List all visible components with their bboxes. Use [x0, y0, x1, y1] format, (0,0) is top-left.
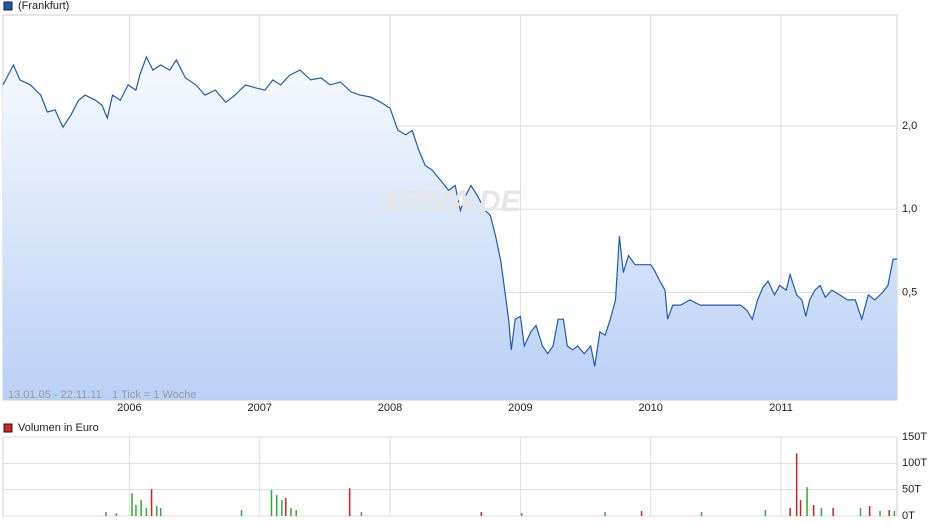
volume-bar — [131, 493, 133, 516]
volume-bar — [115, 512, 118, 516]
volume-bar — [270, 490, 273, 516]
volume-bar — [806, 487, 808, 516]
legend-label: (Frankfurt) — [18, 0, 69, 12]
volume-bar — [285, 498, 287, 516]
volume-bar — [879, 511, 881, 516]
volume-bar — [159, 508, 162, 516]
volume-bar — [700, 512, 703, 516]
legend-swatch — [3, 423, 13, 433]
volume-bar — [820, 508, 823, 516]
y-tick-label: 100T — [902, 457, 927, 469]
x-tick-label: 2009 — [508, 402, 532, 414]
volume-bar — [150, 489, 153, 516]
volume-bar — [520, 512, 523, 516]
volume-bar — [145, 508, 148, 516]
volume-bar — [789, 508, 791, 516]
volume-bar — [140, 500, 142, 516]
area — [3, 56, 897, 401]
volume-bar — [281, 500, 283, 516]
volume-bar — [799, 500, 802, 516]
volume-bar — [640, 511, 643, 516]
volume-bar — [360, 512, 363, 516]
volume-bar — [275, 495, 278, 516]
volume-plot-frame — [2, 436, 898, 517]
y-tick-label: 1,0 — [902, 203, 917, 215]
x-tick-label: 2008 — [378, 402, 402, 414]
volume-bar — [348, 488, 351, 516]
y-tick-label: 2,0 — [902, 120, 917, 132]
tick-note: 1 Tick = 1 Woche — [112, 389, 196, 401]
volume-bar — [156, 506, 158, 516]
y-tick-label: 0T — [902, 510, 915, 522]
legend-swatch — [3, 1, 13, 11]
x-tick-label: 2011 — [769, 402, 793, 414]
volume-bar — [888, 510, 890, 516]
volume-bar — [832, 508, 834, 516]
y-tick-label: 50T — [902, 484, 921, 496]
volume-bar — [812, 505, 815, 516]
y-tick-label: 150T — [902, 431, 927, 443]
chart-layer: 2006 2007 2008 2009 2010 2011 0,5 1,0 2,0 0T 50T 10… — [2, 15, 927, 522]
price-line — [2, 55, 897, 367]
volume-bar — [290, 508, 292, 516]
x-tick-label: 2007 — [247, 402, 271, 414]
volume-bar — [295, 510, 297, 516]
volume-bar — [135, 505, 137, 516]
y-tick-label: 0,5 — [902, 286, 917, 298]
volume-bar — [105, 512, 107, 516]
volume-bar — [240, 510, 243, 516]
volume-bar — [764, 510, 767, 516]
volume-bar — [868, 506, 871, 516]
x-tick-label: 2006 — [117, 402, 141, 414]
date-range: 13.01.05 - 22.11.11 — [8, 389, 102, 401]
x-tick-label: 2010 — [638, 402, 662, 414]
volume-bar — [859, 508, 862, 516]
legend-label: Volumen in Euro — [18, 422, 99, 434]
volume-bar — [604, 512, 606, 516]
watermark: ARIVA.DE — [378, 185, 521, 218]
volume-bar — [480, 512, 483, 516]
volume-bar — [795, 453, 798, 516]
volume-bar — [893, 511, 896, 516]
